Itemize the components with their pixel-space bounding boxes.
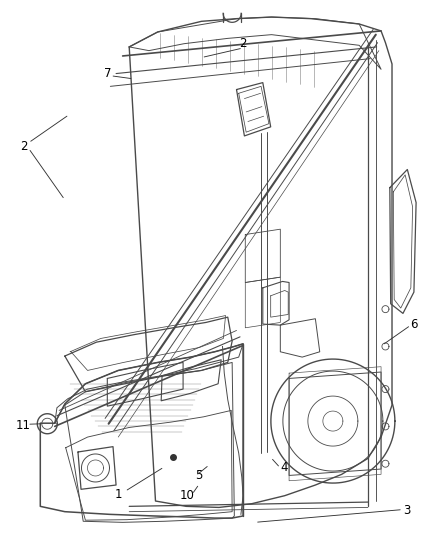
- Text: 7: 7: [103, 67, 111, 80]
- Text: 5: 5: [196, 469, 203, 482]
- Text: 10: 10: [180, 489, 195, 502]
- Text: 11: 11: [15, 419, 30, 432]
- Text: 4: 4: [280, 462, 288, 474]
- Text: 2: 2: [20, 140, 28, 153]
- Text: 6: 6: [410, 318, 418, 330]
- Text: 3: 3: [404, 504, 411, 517]
- Text: 2: 2: [239, 37, 247, 50]
- Text: 1: 1: [114, 488, 122, 501]
